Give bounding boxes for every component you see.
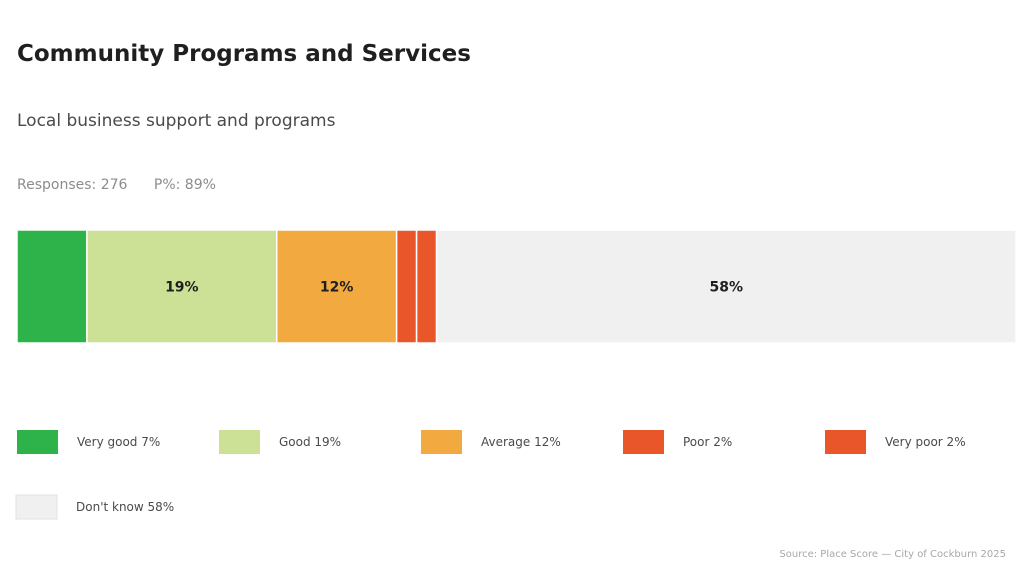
legend-label: Very poor 2% [885, 435, 966, 449]
legend-label: Don't know 58% [76, 500, 174, 514]
legend-label: Poor 2% [683, 435, 732, 449]
bar-segment-very-poor [415, 229, 438, 344]
p-percent: P%: 89% [153, 177, 216, 193]
bar-segment-don-t-know [435, 229, 1017, 344]
legend-swatch [825, 430, 866, 454]
bar-segment-average [275, 229, 398, 344]
bar-group: 19% 12% 58% [16, 229, 1017, 344]
legend-label: Very good 7% [77, 435, 160, 449]
bar-segment-very-good [16, 229, 88, 344]
legend-swatch [421, 430, 462, 454]
segment-label: 19% [165, 280, 199, 296]
legend-swatch [17, 430, 58, 454]
legend: Very good 7% Good 19% Average 12% Poor 2% Ve… [15, 430, 966, 520]
source-note: Source: Place Score — City of Cockburn 2… [779, 549, 1006, 560]
segment-label: 58% [710, 280, 744, 296]
response-meta: Responses: 276 P%: 89% [17, 177, 216, 193]
legend-label: Average 12% [481, 435, 561, 449]
legend-swatch [15, 494, 58, 520]
responses-count: Responses: 276 [17, 177, 128, 193]
legend-swatch [219, 430, 260, 454]
segment-label: 12% [320, 280, 354, 296]
legend-swatch [623, 430, 664, 454]
legend-label: Good 19% [279, 435, 341, 449]
chart-subtitle: Local business support and programs [17, 111, 336, 131]
bar-segment-poor [395, 229, 418, 344]
bar-segment-good [86, 229, 278, 344]
chart-title: Community Programs and Services [17, 41, 471, 67]
